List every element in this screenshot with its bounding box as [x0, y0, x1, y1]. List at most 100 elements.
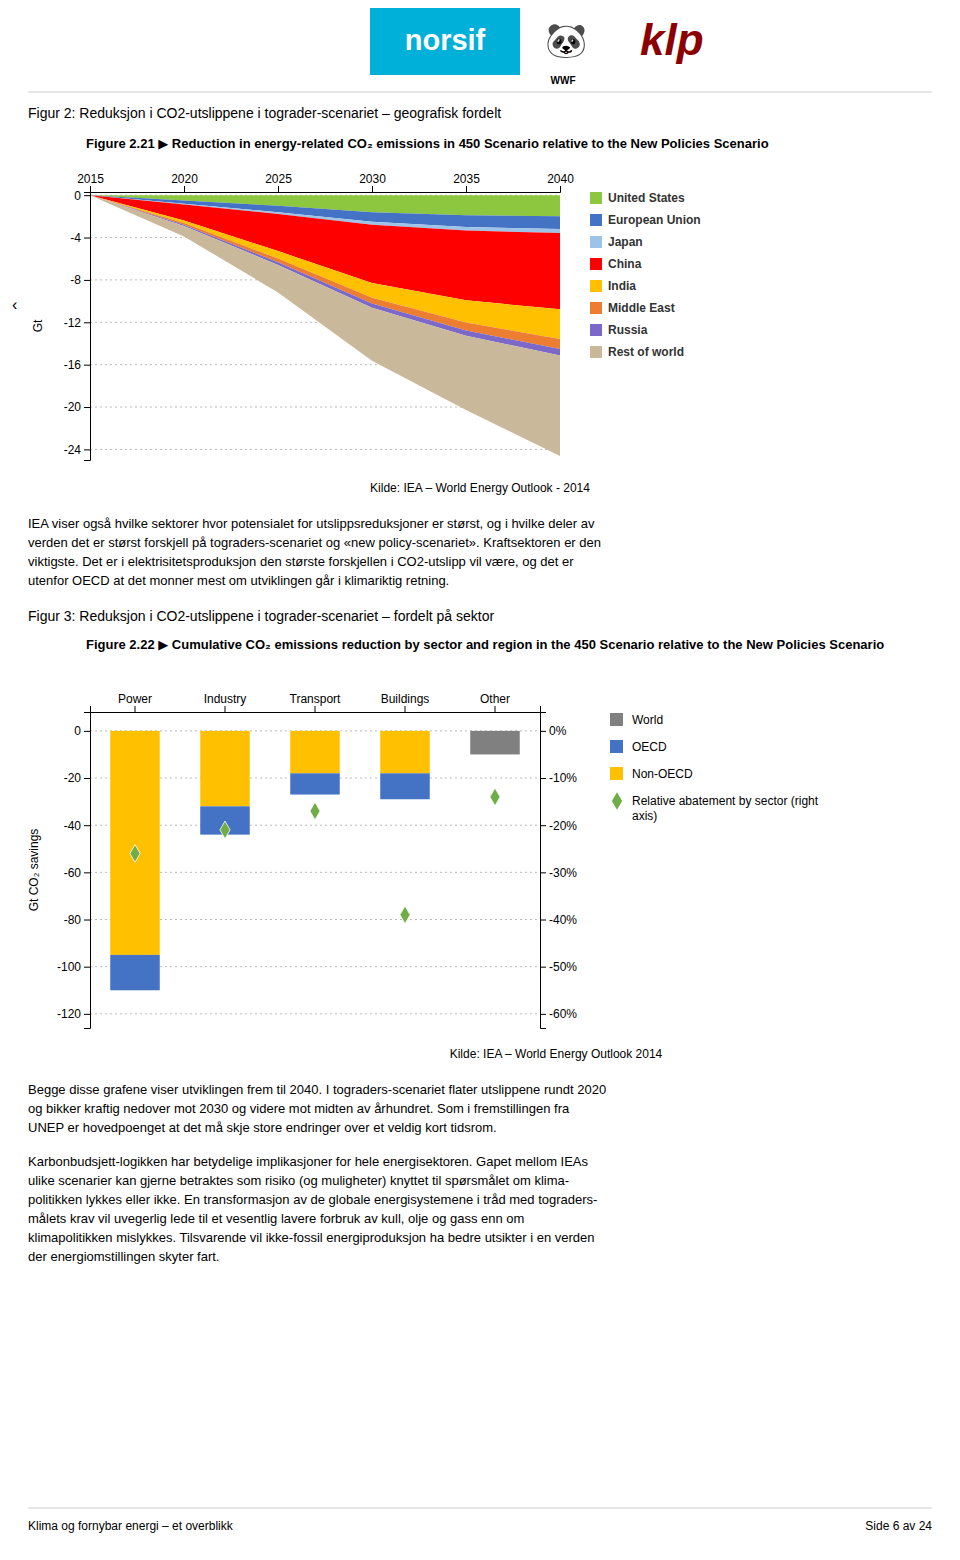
y-axis-title: Gt CO₂ savings [27, 829, 41, 912]
y-tick-mark [84, 407, 90, 408]
logo-text: norsif [405, 24, 486, 56]
paragraph-line: IEA viser også hvilke sektorer hvor pote… [28, 516, 595, 531]
legend-swatch [590, 258, 602, 270]
chart-title: Figure 2.21 ▶ Reduction in energy-relate… [86, 136, 769, 151]
y2-tick-mark [540, 731, 546, 732]
x-tick: 2035 [453, 172, 480, 192]
x-tick-label: Power [118, 692, 152, 706]
legend-label: Relative abatement by sector (rightaxis) [632, 794, 819, 823]
bar [200, 731, 250, 806]
footer-text: Klima og fornybar energi – et overblikk [28, 1519, 234, 1533]
source: Kilde: IEA – World Energy Outlook 2014 [450, 1047, 663, 1061]
y-tick-mark [84, 280, 90, 281]
bar [380, 731, 430, 773]
legend-item: Russia [590, 323, 648, 337]
legend-swatch [590, 280, 602, 292]
x-tick: 2020 [171, 172, 198, 192]
y-tick: -24 [64, 443, 90, 457]
y-tick-label: -8 [70, 273, 81, 287]
chart: PowerIndustryTransportBuildingsOther0-20… [27, 692, 577, 1029]
legend-item: Non-OECD [610, 767, 693, 781]
y-axis: 0-20-40-60-80-100-120 [57, 713, 91, 1029]
y2-tick-mark [540, 872, 546, 873]
x-tick: 2025 [265, 172, 292, 192]
source: Kilde: IEA – World Energy Outlook - 2014 [370, 481, 590, 495]
legend-swatch [590, 346, 602, 358]
y-tick-label: -20 [64, 771, 82, 785]
y-tick-mark [84, 825, 90, 826]
section-title: Figur 2: Reduksjon i CO2-utslippene i to… [28, 105, 501, 121]
y-tick-mark [84, 1014, 90, 1015]
bar [110, 730, 160, 731]
x-tick-label: Industry [204, 692, 247, 706]
legend: World OECD Non-OECD Relative abatement by s… [610, 713, 819, 823]
y2-tick-label: 0% [549, 724, 567, 738]
legend-label: OECD [632, 740, 667, 754]
legend-item: Middle East [590, 301, 675, 315]
paragraph-line: og bikker kraftig nedover mot 2030 og vi… [28, 1101, 570, 1116]
legend-swatch [590, 192, 602, 204]
marker [490, 788, 500, 806]
y2-axis: 0%-10%-20%-30%-40%-50%-60% [540, 713, 577, 1029]
paragraph-line: klimapolitikken mislykkes. Tilsvarende v… [28, 1230, 594, 1245]
paragraph-line: UNEP er hovedpoenget at det må skje stor… [28, 1120, 497, 1135]
y2-tick-mark [540, 1014, 546, 1015]
bar [290, 731, 340, 773]
x-tick: 2030 [359, 172, 386, 192]
y-tick: -12 [64, 316, 90, 330]
y-tick: -4 [70, 231, 90, 245]
x-tick-mark [135, 706, 136, 712]
legend-swatch [610, 713, 623, 726]
legend-item: OECD [610, 740, 667, 754]
legend-label: World [632, 713, 663, 727]
paragraph-line: Begge disse grafene viser utviklingen fr… [28, 1082, 606, 1097]
x-tick: Industry [204, 692, 247, 712]
x-tick-mark [184, 186, 185, 192]
legend-label: Japan [608, 235, 643, 249]
side-mark: ‹ [12, 296, 17, 313]
y2-tick: 0% [540, 724, 567, 738]
x-tick: 2040 [547, 172, 574, 192]
section-title: Figur 3: Reduksjon i CO2-utslippene i to… [28, 608, 494, 624]
legend-label: United States [608, 191, 685, 205]
y2-tick-label: -30% [549, 866, 577, 880]
paragraph-line: viktigste. Det er i elektrisitetsproduks… [28, 554, 574, 569]
plot-area [90, 195, 560, 456]
legend-item: World [610, 713, 663, 727]
y-tick-mark [84, 322, 90, 323]
y-tick: -8 [70, 273, 90, 287]
y-tick: -120 [57, 1007, 90, 1021]
y-axis: 0-4-8-12-16-20-24 [64, 189, 91, 461]
footer-text: Side 6 av 24 [865, 1519, 932, 1533]
y-tick: -80 [64, 913, 90, 927]
y-tick: -20 [64, 400, 90, 414]
y-axis-title: Gt [31, 319, 45, 332]
paragraph-line: målets krav vil uvegerlig lede til et ve… [28, 1211, 524, 1226]
y-tick-mark [84, 195, 90, 196]
legend-swatch [610, 767, 623, 780]
legend-label: Middle East [608, 301, 675, 315]
y2-tick-label: -40% [549, 913, 577, 927]
y2-tick: -40% [540, 913, 577, 927]
x-tick: 2015 [77, 172, 104, 192]
logo-box [370, 8, 520, 75]
paragraph-line: utenfor OECD at det monner mest om utvik… [28, 573, 449, 588]
y-tick-mark [84, 238, 90, 239]
bar [380, 730, 430, 731]
y-tick-label: -24 [64, 443, 82, 457]
area [90, 195, 560, 456]
y-tick-mark [84, 778, 90, 779]
legend-label: India [608, 279, 636, 293]
x-tick-mark [372, 186, 373, 192]
x-tick-mark [495, 706, 496, 712]
legend: United StatesEuropean UnionJapanChinaInd… [590, 191, 701, 359]
x-tick: Transport [290, 692, 342, 712]
x-tick: Other [480, 692, 510, 712]
logo-text: WWF [551, 75, 576, 86]
bar [110, 955, 160, 990]
y2-tick: -60% [540, 1007, 577, 1021]
legend-label: Russia [608, 323, 648, 337]
x-tick-label: 2015 [77, 172, 104, 186]
x-tick-label: 2020 [171, 172, 198, 186]
y-tick: -20 [64, 771, 90, 785]
